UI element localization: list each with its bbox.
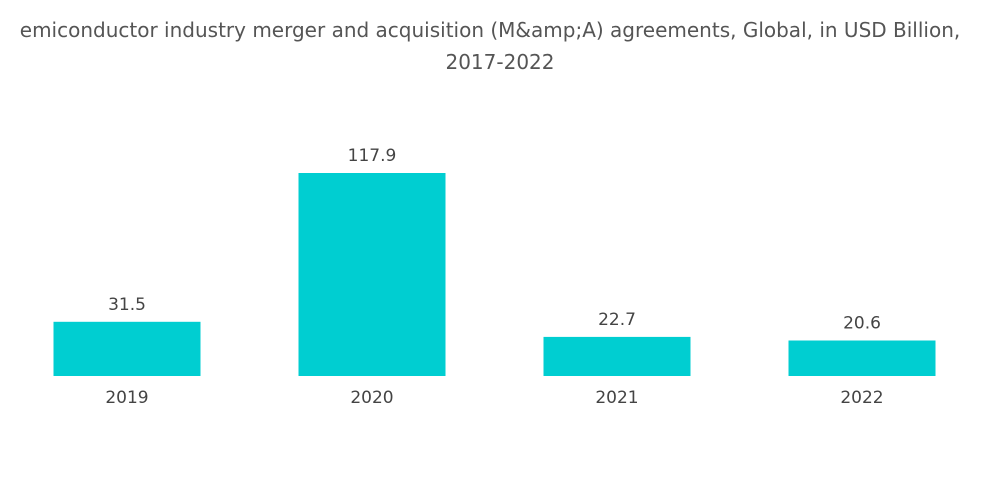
- value-label-2019: 31.5: [108, 295, 146, 315]
- value-label-2020: 117.9: [348, 146, 397, 166]
- bars-group: [53, 173, 936, 376]
- chart-title: emiconductor industry merger and acquisi…: [0, 14, 1000, 78]
- value-label-2021: 22.7: [598, 310, 636, 330]
- bar-2019: [53, 321, 201, 376]
- value-labels-group: 31.5 117.9 22.7 20.6: [108, 146, 881, 334]
- chart-title-line-1: emiconductor industry merger and acquisi…: [19, 18, 961, 42]
- x-tick-label-2021: 2021: [595, 388, 638, 408]
- x-tick-label-2020: 2020: [350, 388, 393, 408]
- x-tick-label-2022: 2022: [840, 388, 883, 408]
- bar-2022: [788, 340, 936, 376]
- bar-2020: [298, 173, 446, 376]
- bar-2021: [543, 336, 691, 376]
- x-tick-labels-group: 2019 2020 2021 2022: [105, 388, 883, 408]
- x-tick-label-2019: 2019: [105, 388, 148, 408]
- value-label-2022: 20.6: [843, 314, 881, 334]
- chart-title-line-2: 2017-2022: [445, 50, 555, 74]
